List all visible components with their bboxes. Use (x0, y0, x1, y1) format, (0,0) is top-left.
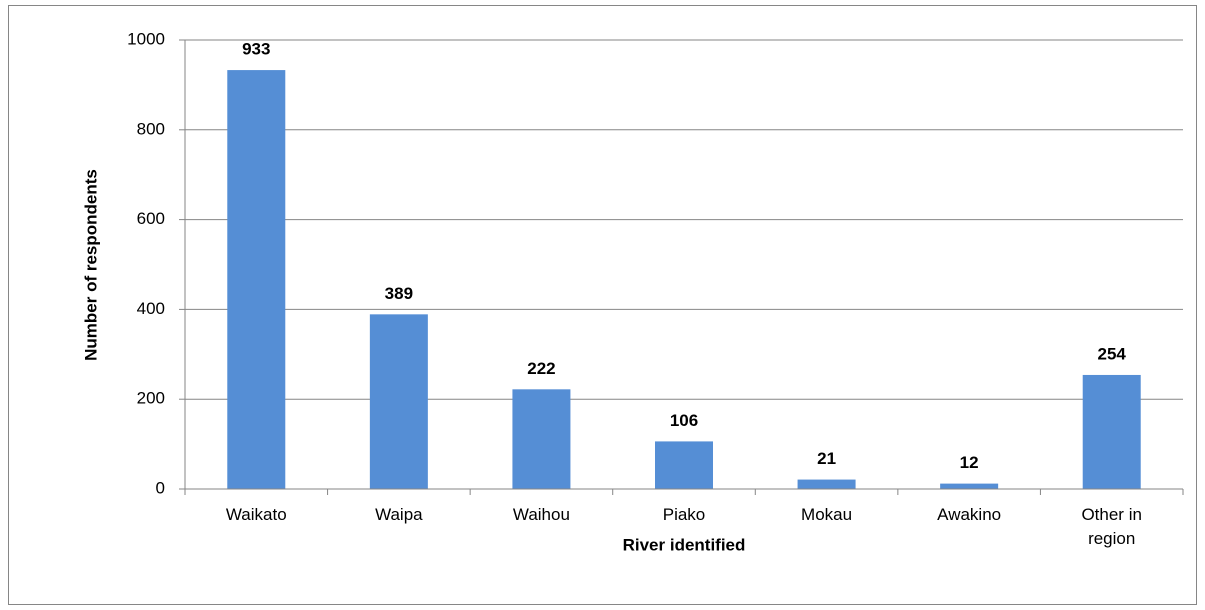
x-tick-label: Waipa (375, 505, 423, 524)
x-tick-label: Awakino (937, 505, 1002, 524)
bar (940, 483, 999, 489)
bar (369, 314, 428, 489)
x-axis-title: River identified (623, 535, 746, 554)
x-tick-label: Piako (662, 505, 706, 524)
bar (1082, 374, 1141, 489)
x-tick-label: Waihou (512, 505, 570, 524)
y-tick-label: 400 (137, 299, 165, 318)
bar (227, 70, 286, 489)
y-tick-label: 600 (137, 209, 165, 228)
y-tick-label: 0 (156, 478, 165, 497)
y-tick-label: 200 (137, 389, 165, 408)
y-tick-label: 800 (137, 119, 165, 138)
x-tick-label: Waikato (225, 505, 287, 524)
data-label: 254 (1098, 344, 1127, 363)
chart-border (8, 5, 1197, 605)
data-label: 933 (242, 40, 270, 59)
bar (512, 389, 571, 489)
data-label: 106 (670, 411, 698, 430)
data-label: 389 (385, 284, 413, 303)
bar (655, 441, 713, 489)
x-tick-label: Mokau (801, 505, 853, 524)
bar (797, 479, 856, 489)
y-axis-title: Number of respondents (81, 169, 100, 361)
data-label: 21 (817, 449, 836, 468)
x-tick-label: Other in region (1081, 505, 1142, 548)
data-label: 222 (527, 359, 555, 378)
y-tick-label: 1000 (127, 29, 165, 48)
data-label: 12 (960, 453, 979, 472)
